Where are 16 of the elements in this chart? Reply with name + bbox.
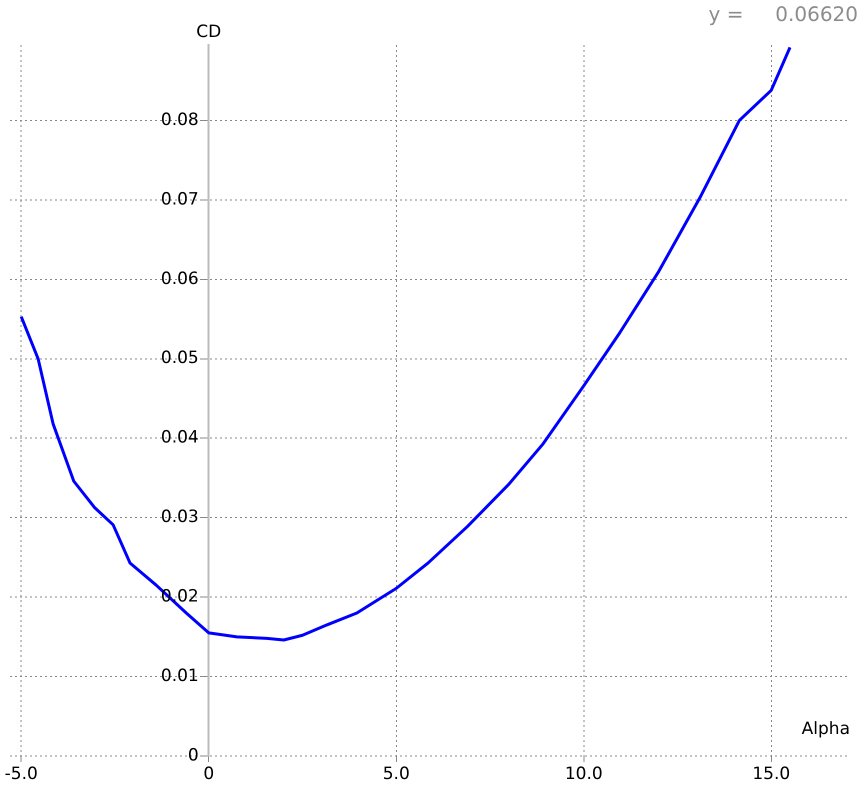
y-tick-label: 0 [188, 745, 199, 766]
text: y = 0.06620 [708, 2, 858, 26]
y-tick-label: 0.01 [160, 666, 199, 686]
x-tick-label: 5.0 [382, 764, 410, 784]
y-axis-title: CD [196, 22, 222, 42]
y-tick-label: 0.04 [160, 428, 199, 448]
y-tick-label: 0.08 [160, 110, 199, 130]
y-tick-label: 0.03 [160, 507, 199, 528]
x-tick-label: 10.0 [564, 764, 603, 784]
x-tick-label: -5.0 [4, 764, 38, 784]
y-tick-label: 0.07 [160, 189, 199, 210]
y-tick-label: 0.06 [160, 268, 199, 289]
x-tick-label: 15.0 [752, 764, 790, 784]
y-tick-label: 0.05 [160, 348, 199, 368]
x-axis-title: Alpha [802, 718, 850, 739]
x-tick-label: 0 [203, 764, 214, 784]
